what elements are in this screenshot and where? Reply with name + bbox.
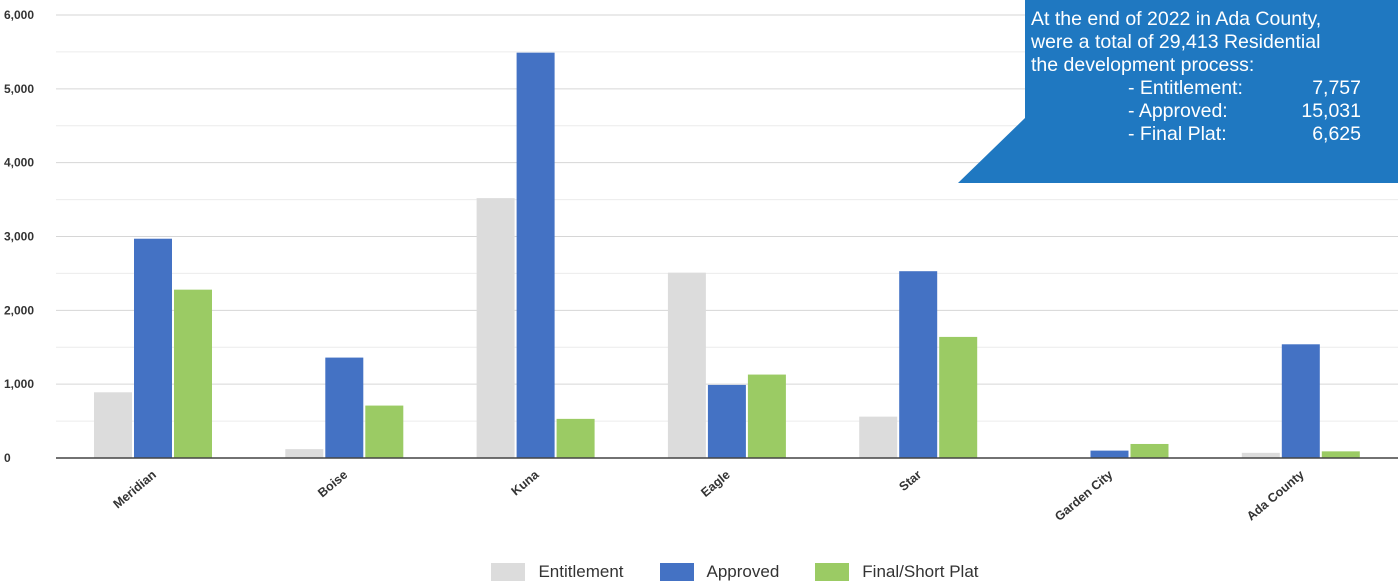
x-axis-ticks: Meridian Boise Kuna Eagle Star Garden City Ada… — [111, 467, 1307, 524]
legend-swatch — [815, 563, 850, 581]
y-tick-label: 1,000 — [4, 377, 34, 391]
bar-approved — [707, 384, 746, 458]
bar-entitlement — [94, 392, 132, 458]
bar-final-short-plat — [1130, 443, 1169, 458]
x-tick-label: Star — [896, 467, 924, 493]
bar-final-short-plat — [747, 374, 786, 458]
bar-entitlement — [1241, 452, 1280, 458]
y-tick-label: 6,000 — [4, 8, 34, 22]
callout-line: At the end of 2022 in Ada County, — [1031, 8, 1322, 30]
bar-final-short-plat — [174, 289, 212, 458]
bar-final-short-plat — [556, 418, 595, 458]
x-tick-label: Kuna — [509, 467, 543, 498]
callout-line: were a total of 29,413 Residential — [1031, 31, 1321, 53]
bar-approved — [325, 357, 364, 458]
bar-entitlement — [667, 272, 706, 458]
legend-label: Final/Short Plat — [862, 562, 979, 581]
legend-item-final-plat: Final/Short Plat — [815, 562, 979, 582]
callout-item-entitlement: - Entitlement: 7,757 — [1031, 77, 1398, 100]
bar-entitlement — [859, 416, 898, 458]
callout-item-value: 7,757 — [1312, 77, 1361, 99]
bar-entitlement — [476, 198, 515, 458]
legend-swatch — [659, 563, 694, 581]
callout-item-label: - Final Plat: — [1128, 123, 1227, 145]
callout-item-final-plat: - Final Plat: 6,625 — [1031, 123, 1398, 146]
callout-item-value: 6,625 — [1312, 123, 1361, 145]
bar-approved — [516, 52, 555, 458]
bar-entitlement — [285, 449, 324, 458]
legend-swatch — [491, 563, 526, 581]
legend-item-entitlement: Entitlement — [491, 562, 624, 582]
bar-final-short-plat — [365, 405, 404, 458]
x-tick-label: Eagle — [698, 468, 733, 500]
bar-approved — [899, 271, 938, 458]
x-tick-label: Ada County — [1244, 468, 1307, 524]
y-tick-label: 5,000 — [4, 82, 34, 96]
callout-item-label: - Entitlement: — [1128, 77, 1243, 99]
callout-item-value: 15,031 — [1301, 100, 1361, 122]
y-tick-label: 3,000 — [4, 230, 34, 244]
legend-label: Entitlement — [538, 562, 624, 581]
y-tick-label: 4,000 — [4, 156, 34, 170]
callout-line: the development process: — [1031, 54, 1255, 76]
callout-item-approved: - Approved: 15,031 — [1031, 100, 1398, 123]
callout-box — [958, 0, 1398, 183]
callout-item-label: - Approved: — [1128, 100, 1228, 122]
x-tick-label: Meridian — [111, 468, 159, 512]
bars — [94, 52, 1360, 458]
bar-approved — [1090, 450, 1129, 458]
y-tick-label: 0 — [4, 451, 11, 465]
y-tick-label: 2,000 — [4, 303, 34, 317]
bar-final-short-plat — [939, 336, 978, 458]
bar-final-short-plat — [1321, 451, 1360, 458]
legend-item-approved: Approved — [659, 562, 780, 582]
x-tick-label: Boise — [315, 468, 350, 501]
legend: Entitlement Approved Final/Short Plat — [0, 562, 1398, 582]
legend-label: Approved — [706, 562, 780, 581]
bar-approved — [1281, 344, 1320, 458]
bar-approved — [134, 238, 172, 458]
y-axis-ticks: 0 1,000 2,000 3,000 4,000 5,000 6,000 — [4, 8, 34, 465]
callout-text: At the end of 2022 in Ada County, were a… — [1031, 8, 1398, 146]
x-tick-label: Garden City — [1052, 468, 1115, 524]
